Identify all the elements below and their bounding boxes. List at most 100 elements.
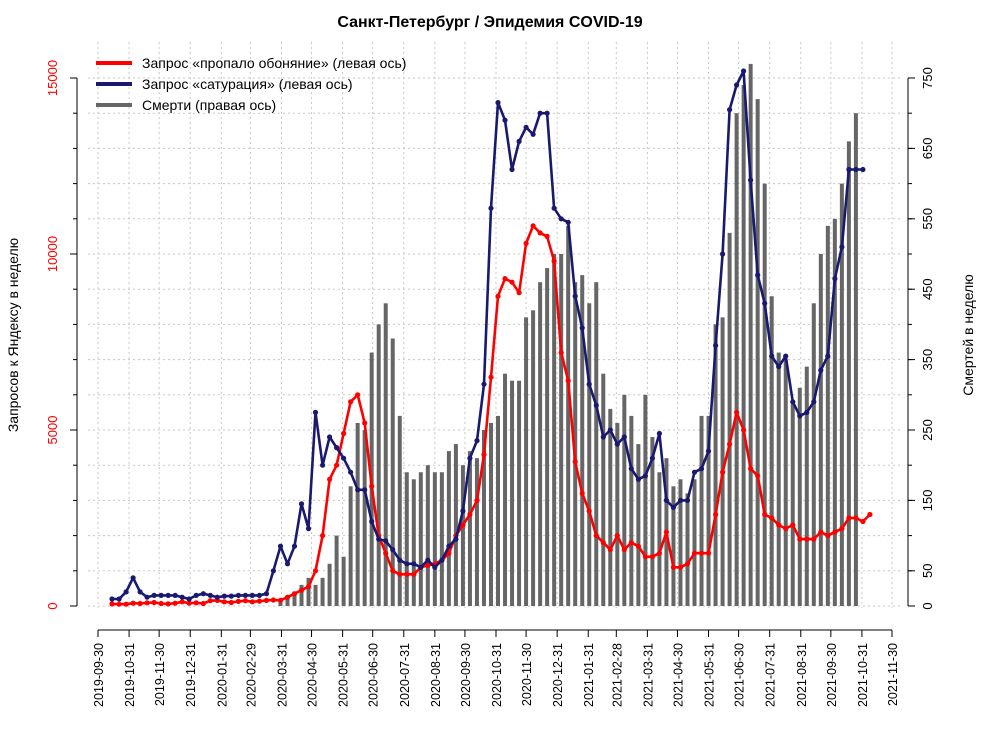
series-point	[137, 600, 143, 607]
series-point	[825, 353, 831, 359]
series-point	[705, 448, 712, 454]
series-point	[242, 598, 248, 604]
series-point	[249, 592, 255, 599]
series-point	[607, 547, 613, 553]
x-tick-label: 2019-12-31	[184, 643, 198, 707]
death-bar	[538, 282, 543, 606]
death-bar	[418, 472, 423, 606]
series-point	[109, 596, 115, 602]
legend-label: Запрос «пропало обоняние» (левая ось)	[142, 55, 406, 71]
series-point	[509, 279, 515, 285]
series-point	[369, 483, 375, 489]
series-point	[670, 564, 677, 570]
death-bar	[320, 577, 325, 606]
death-bar	[481, 430, 486, 606]
series-point	[649, 554, 656, 560]
series-point	[425, 562, 431, 569]
series-point	[593, 402, 599, 408]
series-point	[235, 598, 241, 605]
death-bar	[622, 394, 627, 606]
series-point	[663, 497, 670, 503]
series-point	[586, 381, 592, 387]
series-point	[593, 533, 599, 539]
x-tick-label: 2021-10-31	[856, 643, 870, 707]
series-point	[200, 600, 206, 607]
series-point	[214, 594, 220, 600]
left-tick-label: 0	[45, 602, 60, 609]
series-point	[558, 216, 564, 222]
series-point	[537, 110, 543, 116]
right-tick-label: 750	[920, 67, 935, 89]
series-point	[741, 427, 747, 433]
x-tick-label: 2019-09-30	[92, 643, 106, 707]
series-point	[179, 594, 185, 600]
death-bar	[453, 444, 458, 606]
death-bar	[755, 99, 760, 607]
series-point	[628, 540, 634, 546]
death-bar	[432, 472, 437, 606]
series-point	[369, 518, 375, 525]
death-bar	[699, 415, 704, 606]
series-point	[804, 409, 810, 415]
series-point	[565, 219, 571, 225]
death-bar	[299, 584, 304, 606]
series-point	[579, 490, 585, 496]
death-bar	[292, 591, 297, 606]
death-bar	[846, 141, 851, 607]
series-point	[320, 533, 326, 539]
death-bar	[362, 430, 367, 606]
series-point	[453, 536, 459, 542]
series-point	[432, 564, 438, 570]
x-tick-label: 2020-12-31	[551, 643, 565, 707]
death-bar	[713, 324, 718, 606]
death-bar	[706, 415, 711, 606]
x-tick-label: 2021-02-28	[610, 643, 624, 707]
series-point	[341, 430, 347, 437]
series-point	[860, 518, 866, 525]
death-bar	[853, 113, 858, 606]
series-point	[200, 591, 206, 597]
deaths-bars	[278, 63, 858, 607]
death-bar	[762, 183, 767, 606]
series-point	[832, 529, 838, 535]
series-point	[811, 536, 817, 542]
series-point	[341, 455, 347, 461]
series-point	[853, 166, 859, 173]
x-tick-label: 2020-03-31	[276, 643, 290, 707]
series-point	[390, 568, 396, 574]
death-bar	[685, 493, 690, 606]
series-point	[312, 568, 319, 574]
death-bar	[804, 366, 809, 606]
series-point	[811, 399, 817, 405]
series-point	[348, 469, 354, 475]
series-point	[327, 434, 333, 440]
series-point	[291, 543, 298, 549]
series-point	[797, 413, 803, 419]
death-bar	[734, 113, 739, 606]
series-point	[460, 508, 466, 514]
series-point	[748, 466, 754, 472]
series-point	[600, 434, 606, 440]
series-point	[698, 550, 705, 556]
series-point	[769, 353, 775, 359]
death-bar	[678, 479, 683, 606]
series-point	[642, 473, 649, 479]
series-point	[776, 522, 782, 528]
series-point	[846, 166, 852, 173]
series-point	[249, 599, 255, 605]
series-point	[165, 601, 171, 607]
series-point	[467, 511, 473, 518]
series-point	[530, 223, 536, 229]
x-tick-label: 2020-07-31	[398, 643, 412, 707]
series-point	[734, 82, 740, 88]
series-point	[670, 504, 677, 510]
series-point	[116, 596, 122, 602]
death-bar	[439, 472, 444, 606]
series-point	[523, 240, 529, 246]
death-bar	[790, 401, 795, 606]
death-bar	[446, 451, 451, 606]
series-point	[755, 473, 761, 479]
death-bar	[601, 373, 606, 606]
series-point	[397, 557, 403, 563]
